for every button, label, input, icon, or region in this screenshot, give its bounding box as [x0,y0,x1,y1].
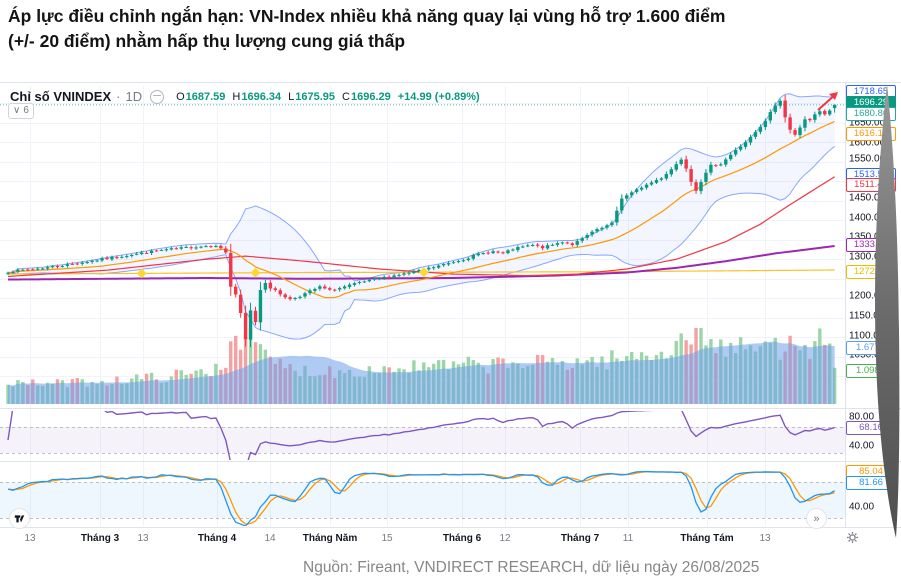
price-axis-label: 1300.00 [849,251,886,263]
ohlc-key: L [288,90,295,103]
chart-legend[interactable]: Chỉ số VNINDEX · 1D O1687.59 H1696.34 L167… [10,89,480,104]
price-axis-label: 40.00 [849,501,875,513]
ohlc-value: 1696.29 [350,90,391,103]
ohlc-token: H1696.34 [232,91,281,103]
time-axis-label: 13 [137,533,149,544]
interval-label[interactable]: 1D [125,89,143,104]
time-axis-label: 12 [499,533,511,544]
ohlc-token: C1696.29 [342,91,391,103]
price-axis-label: 1400.00 [849,212,886,224]
time-axis-label: 15 [381,533,393,544]
price-axis-label: 1650.00 [849,117,886,129]
time-axis-label: Tháng 6 [442,533,482,544]
price-change: +14.99 (+0.89%) [397,90,480,103]
ohlc-token: O1687.59 [176,91,225,103]
time-axis-label: Tháng 3 [80,533,120,544]
price-axis-label: 40.00 [849,440,875,452]
price-axis-label: 1150.00 [849,310,885,322]
price-axis-chip: 1680.86 [846,107,896,121]
report-title: Áp lực điều chỉnh ngắn hạn: VN-Index nhi… [8,4,838,54]
ohlc-value: 1675.95 [295,90,336,103]
symbol-name: Chỉ số VNINDEX [10,89,112,104]
ohlc-key: C [342,90,350,103]
ohlc-value: 1696.34 [241,90,282,103]
chevron-down-icon: ∨ [13,105,21,116]
price-axis-label: 1450.00 [849,192,886,204]
page-curl-decoration [875,84,900,538]
time-axis-label: 13 [759,533,771,544]
time-axis-label: Tháng 4 [197,533,237,544]
time-axis-label: Tháng 7 [560,533,600,544]
price-axis-label: 1200.00 [849,290,886,302]
time-axis-label: Tháng Năm [302,533,358,544]
ohlc-key: O [176,90,185,103]
price-axis-label: 1350.00 [849,231,886,243]
price-axis-label: 1050.00 [849,349,886,361]
double-chevron-right-icon: » [813,512,820,525]
time-axis-label: Tháng Tám [680,533,734,544]
ohlc-values: O1687.59 H1696.34 L1675.95 C1696.29 +14.99 (… [176,91,480,103]
price-axis-label: 1600.00 [849,137,886,149]
scroll-right-button[interactable]: » [806,508,827,529]
price-axis-label: 1550.00 [849,153,886,165]
minus-circle-icon[interactable] [150,89,165,104]
price-axis-label: 80.00 [849,411,875,423]
gear-icon[interactable] [846,531,859,544]
source-caption: Nguồn: Fireant, VNDIRECT RESEARCH, dữ li… [303,559,760,576]
ohlc-key: H [232,90,241,103]
report-title-line2: (+/- 20 điểm) nhằm hấp thụ lượng cung gi… [8,31,406,51]
tradingview-logo[interactable] [9,508,30,529]
time-axis-label: 14 [264,533,276,544]
time-axis-label: 11 [622,533,634,544]
report-title-line1: Áp lực điều chỉnh ngắn hạn: VN-Index nhi… [8,6,726,26]
indicator-count: 6 [23,105,29,116]
ohlc-value: 1687.59 [185,90,226,103]
ohlc-token: L1675.95 [288,91,335,103]
time-axis-label: 13 [24,533,36,544]
tradingview-logo-icon [14,515,25,523]
price-axis-label: 1100.00 [849,330,885,342]
indicators-collapse-button[interactable]: ∨ 6 [8,103,34,119]
legend-separator: · [116,89,121,104]
